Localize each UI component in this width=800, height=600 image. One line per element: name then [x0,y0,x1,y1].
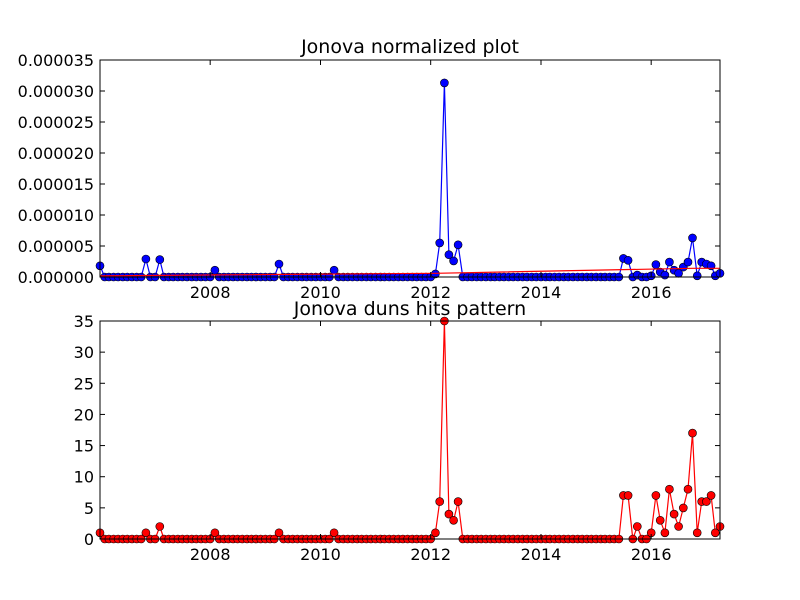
bottom-chart-series-0-point-78 [453,497,463,506]
top-chart-series-0-point-39 [274,259,284,269]
top-chart-y-tick-label-4: 0.000020 [18,144,94,163]
bottom-chart-series-0-point-132 [702,497,711,506]
bottom-chart-series-0-point-134 [710,528,720,538]
top-chart-series-0-point-130 [692,271,702,281]
bottom-chart-x-tick-label-2012: 2012 [410,545,451,564]
top-chart-series-1-line [99,267,720,277]
top-chart-y-tick-label-5: 0.000025 [18,113,94,132]
top-chart-series-0-point-77 [449,256,458,266]
top-chart-y-tick-label-0: 0.000000 [18,268,94,287]
bottom-chart-series-0-point-117 [632,522,642,531]
bottom-chart-series-0-point-115 [623,491,633,500]
bottom-chart-y-tick-label-0: 0 [84,530,94,549]
top-chart-series-0-point-78 [453,240,463,250]
bottom-chart-y-tick-label-6: 30 [74,343,94,362]
bottom-chart-ticks: 2008 2010 2012 2014 2016 0 5 10 15 20 25 30 35 [74,312,720,564]
top-chart-series-0-point-51 [329,265,339,275]
bottom-chart-series-0-point-122 [655,515,665,525]
top-chart-series-0-point-128 [683,257,693,267]
bottom-chart-y-tick-label-3: 15 [74,437,94,456]
bottom-chart-frame [99,320,721,540]
top-chart-frame [99,59,721,278]
bottom-chart-title: Jonova duns hits pattern [293,298,526,320]
bottom-chart-x-tick-label-2010: 2010 [300,545,341,564]
top-chart-series-0-point-121 [651,260,661,269]
top-chart-x-tick-label-2016: 2016 [631,283,672,302]
bottom-chart-series-0-point-130 [692,528,702,538]
top-chart-x-tick-label-2010: 2010 [300,283,341,302]
bottom-chart-series-0-point-133 [706,491,716,500]
bottom-chart-series-0-point-25 [210,528,220,538]
top-chart-x-tick-label-2014: 2014 [521,283,562,302]
top-chart-x-tick-label-2012: 2012 [410,283,451,302]
top-chart-y-tick-label-1: 0.000005 [18,237,94,256]
top-chart-series-0-point-76 [444,250,454,259]
top-chart-y-tick-label-3: 0.000015 [18,175,94,194]
top-chart-series-0-point-115 [623,255,633,265]
bottom-chart-x-tick-label-2008: 2008 [190,545,231,564]
bottom-chart-series-0-point-51 [329,528,339,538]
bottom-chart-series-0-point-125 [669,509,679,519]
bottom-chart-series-0-point-74 [435,497,445,506]
bottom-chart-series-0-point-10 [141,528,151,538]
bottom-chart: Jonova duns hits pattern 2008 2010 2012 201… [74,298,725,564]
top-chart-series-0-point-13 [155,255,165,264]
top-chart-x-tick-label-2008: 2008 [190,283,231,302]
bottom-chart-series-0-point-39 [274,528,284,538]
bottom-chart-x-tick-label-2016: 2016 [631,545,672,564]
bottom-chart-series-0-point-76 [444,509,454,519]
top-chart-ticks: 2008 2010 2012 2014 2016 0.000000 0.000005 0.00… [18,51,720,302]
bottom-chart-series-0-point-73 [431,528,440,538]
bottom-chart-series-0-point-129 [688,428,697,438]
bottom-chart-series-0-point-77 [449,515,458,525]
bottom-chart-y-tick-label-2: 10 [74,468,94,487]
bottom-chart-series-0-point-124 [665,484,674,494]
bottom-chart-series-0-point-128 [683,484,693,494]
bottom-chart-y-tick-label-5: 25 [74,374,94,393]
bottom-chart-series-0-point-127 [678,503,688,513]
top-chart-series-0-point-10 [141,254,151,264]
bottom-chart-y-tick-label-7: 35 [74,312,94,331]
top-chart-series-0-point-74 [435,238,445,248]
top-chart-series-0-point-75 [440,78,449,88]
top-chart-y-tick-label-6: 0.000030 [18,82,94,101]
top-chart-title: Jonova normalized plot [300,36,519,58]
top-chart-series-0-point-123 [660,270,670,280]
top-chart-y-tick-label-2: 0.000010 [18,206,94,225]
top-chart: Jonova normalized plot 2008 2010 2012 2014 2… [18,36,725,302]
bottom-chart-series-0-point-13 [155,522,165,531]
bottom-chart-series-0-point-121 [651,491,661,500]
bottom-chart-series-0-point-123 [660,528,670,538]
bottom-chart-x-tick-label-2014: 2014 [521,545,562,564]
bottom-chart-y-tick-label-1: 5 [84,499,94,518]
top-chart-series-0-point-25 [210,265,220,275]
bottom-chart-series-0-point-126 [674,522,683,531]
top-chart-series-0-point-124 [665,257,674,267]
top-chart-series-0-point-129 [688,233,697,243]
top-chart-y-tick-label-7: 0.000035 [18,51,94,70]
bottom-chart-y-tick-label-4: 20 [74,405,94,424]
